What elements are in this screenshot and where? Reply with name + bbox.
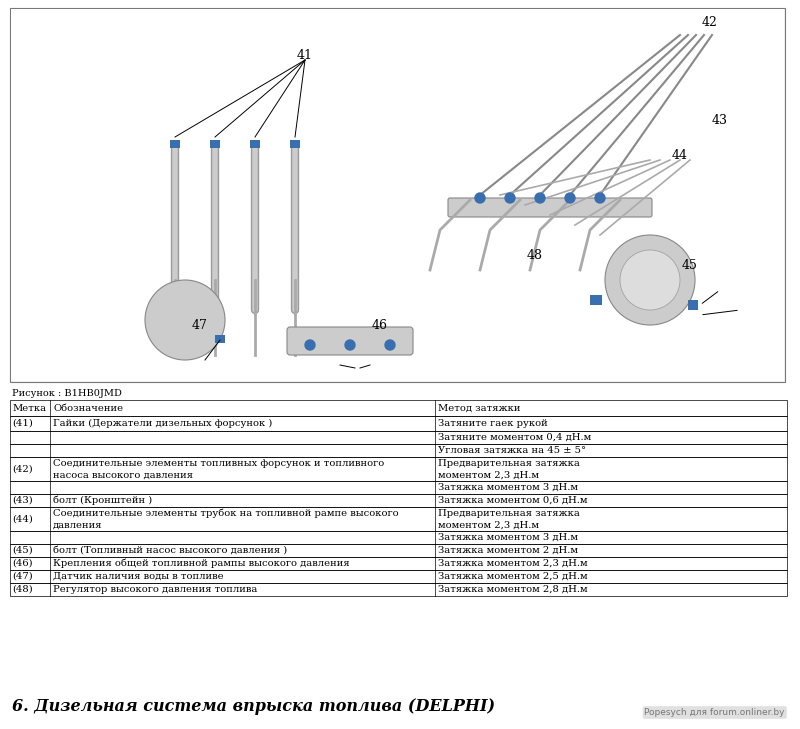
Text: Затяжка моментом 2,8 дН.м: Затяжка моментом 2,8 дН.м <box>438 585 588 594</box>
Bar <box>11 9 784 381</box>
Text: (46): (46) <box>12 559 33 568</box>
Bar <box>170 140 180 148</box>
Text: Затяжка моментом 2,5 дН.м: Затяжка моментом 2,5 дН.м <box>438 572 588 581</box>
Bar <box>10 8 785 382</box>
Text: насоса высокого давления: насоса высокого давления <box>53 470 193 480</box>
Text: 47: 47 <box>192 319 208 332</box>
Text: Регулятор высокого давления топлива: Регулятор высокого давления топлива <box>53 585 258 594</box>
Text: Затяжка моментом 3 дН.м: Затяжка моментом 3 дН.м <box>438 533 578 542</box>
Text: Обозначение: Обозначение <box>53 403 123 413</box>
Bar <box>10 557 787 570</box>
Circle shape <box>535 193 545 203</box>
Text: 41: 41 <box>297 49 313 61</box>
Text: 46: 46 <box>372 319 388 332</box>
Text: Датчик наличия воды в топливе: Датчик наличия воды в топливе <box>53 572 224 581</box>
Text: (45): (45) <box>12 546 33 555</box>
Text: Popesych для forum.onliner.by: Popesych для forum.onliner.by <box>645 708 785 717</box>
Bar <box>290 140 300 148</box>
Text: 43: 43 <box>712 114 728 127</box>
Circle shape <box>305 340 315 350</box>
Text: болт (Топливный насос высокого давления ): болт (Топливный насос высокого давления … <box>53 546 287 555</box>
Bar <box>215 335 225 343</box>
Text: 44: 44 <box>672 149 688 162</box>
Circle shape <box>565 193 575 203</box>
Text: моментом 2,3 дН.м: моментом 2,3 дН.м <box>438 470 539 480</box>
Bar <box>10 507 787 531</box>
Text: 48: 48 <box>527 249 543 262</box>
Bar <box>10 531 787 544</box>
Text: 45: 45 <box>682 259 698 271</box>
Text: Гайки (Держатели дизельных форсунок ): Гайки (Держатели дизельных форсунок ) <box>53 419 272 428</box>
Text: 42: 42 <box>702 15 718 28</box>
Bar <box>590 295 602 305</box>
Text: Метод затяжки: Метод затяжки <box>438 403 521 413</box>
FancyBboxPatch shape <box>448 198 652 217</box>
Circle shape <box>620 250 680 310</box>
Circle shape <box>385 340 395 350</box>
Bar <box>210 140 220 148</box>
Text: Соединительные элементы топливных форсунок и топливного: Соединительные элементы топливных форсун… <box>53 459 384 467</box>
Circle shape <box>475 193 485 203</box>
Bar <box>10 570 787 583</box>
Text: моментом 2,3 дН.м: моментом 2,3 дН.м <box>438 521 539 529</box>
Bar <box>10 481 787 494</box>
Bar <box>250 140 260 148</box>
Text: (43): (43) <box>12 496 33 505</box>
FancyBboxPatch shape <box>287 327 413 355</box>
Bar <box>10 457 787 481</box>
Circle shape <box>345 340 355 350</box>
Bar <box>10 431 787 444</box>
Bar <box>10 400 787 416</box>
Text: Затяните моментом 0,4 дН.м: Затяните моментом 0,4 дН.м <box>438 433 591 442</box>
Bar <box>10 583 787 596</box>
Bar <box>10 444 787 457</box>
Text: Рисунок : B1HB0JMD: Рисунок : B1HB0JMD <box>12 389 122 398</box>
Text: Затяжка моментом 3 дН.м: Затяжка моментом 3 дН.м <box>438 483 578 492</box>
Text: Предварительная затяжка: Предварительная затяжка <box>438 509 580 518</box>
Text: (48): (48) <box>12 585 33 594</box>
Text: болт (Кронштейн ): болт (Кронштейн ) <box>53 496 152 505</box>
Text: (41): (41) <box>12 419 33 428</box>
Text: давления: давления <box>53 521 102 529</box>
Text: Затяжка моментом 0,6 дН.м: Затяжка моментом 0,6 дН.м <box>438 496 587 505</box>
Circle shape <box>145 280 225 360</box>
Text: (47): (47) <box>12 572 33 581</box>
Bar <box>10 416 787 431</box>
Text: (42): (42) <box>12 464 33 474</box>
Bar <box>688 300 698 310</box>
Text: Соединительные элементы трубок на топливной рампе высокого: Соединительные элементы трубок на топлив… <box>53 508 398 518</box>
Text: Крепления общей топливной рампы высокого давления: Крепления общей топливной рампы высокого… <box>53 558 350 568</box>
Circle shape <box>605 235 695 325</box>
Circle shape <box>595 193 605 203</box>
Text: Затяните гаек рукой: Затяните гаек рукой <box>438 419 548 428</box>
Text: Метка: Метка <box>12 403 46 413</box>
Text: Угловая затяжка на 45 ± 5°: Угловая затяжка на 45 ± 5° <box>438 446 586 455</box>
Text: Затяжка моментом 2,3 дН.м: Затяжка моментом 2,3 дН.м <box>438 559 588 568</box>
Text: 6. Дизельная система впрыска топлива (DELPHI): 6. Дизельная система впрыска топлива (DE… <box>12 698 495 715</box>
Bar <box>10 494 787 507</box>
Circle shape <box>505 193 515 203</box>
Text: Затяжка моментом 2 дН.м: Затяжка моментом 2 дН.м <box>438 546 578 555</box>
Bar <box>10 544 787 557</box>
Text: Предварительная затяжка: Предварительная затяжка <box>438 459 580 467</box>
Text: (44): (44) <box>12 515 33 523</box>
